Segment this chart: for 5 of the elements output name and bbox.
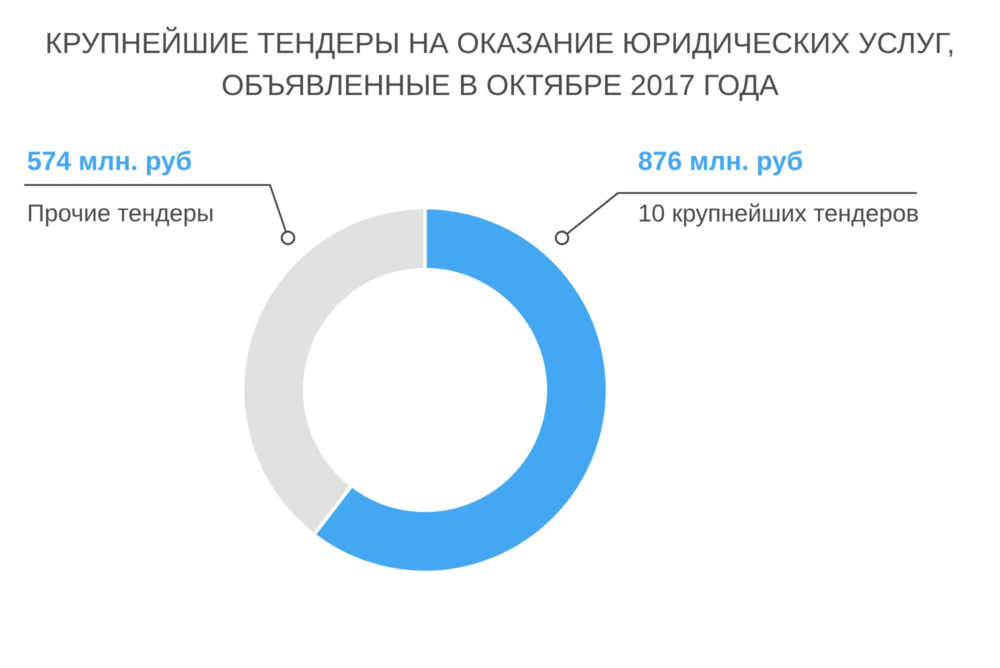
data-label: 876 млн. руб xyxy=(638,150,802,176)
chart-title: КРУПНЕЙШИЕ ТЕНДЕРЫ НА ОКАЗАНИЕ ЮРИДИЧЕСКИХ УСЛУГ, ОБЪЯВЛЕННЫЕ В ОКТЯБРЕ 2017 ГОДА xyxy=(48,26,952,101)
data-label: 574 млн. руб xyxy=(28,150,191,176)
slice-label: Прочие тендеры xyxy=(28,204,212,226)
slice-label: 10 крупнейших тендеров xyxy=(640,203,918,227)
